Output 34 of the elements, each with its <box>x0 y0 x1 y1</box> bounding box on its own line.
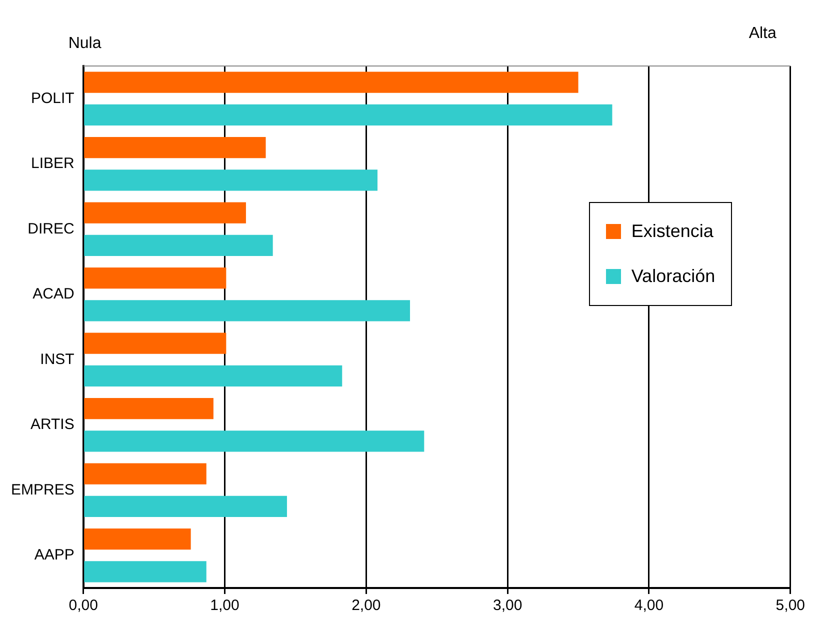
bar <box>84 365 342 387</box>
bar <box>84 463 206 484</box>
x-tick-label: 1,00 <box>210 597 240 614</box>
x-tick-label: 2,00 <box>352 597 381 614</box>
x-tick-label: 0,00 <box>68 597 98 614</box>
x-tick-label: 3,00 <box>492 597 522 614</box>
bar <box>84 104 612 126</box>
bar <box>84 561 206 582</box>
bar <box>84 300 410 322</box>
bar <box>84 72 578 93</box>
bar <box>84 430 424 452</box>
bar <box>84 496 287 518</box>
text: Nula <box>68 35 102 52</box>
bar <box>84 332 226 354</box>
text: Alta <box>748 25 776 42</box>
bar <box>84 136 266 158</box>
y-tick-label: INST <box>40 350 74 368</box>
bar <box>84 267 226 289</box>
y-tick-label: ARTIS <box>30 416 74 434</box>
y-tick-label: DIREC <box>28 220 75 238</box>
x-tick-label: 4,00 <box>634 597 664 614</box>
x-tick-label: 5,00 <box>776 597 806 614</box>
y-tick-label: AAPP <box>34 546 74 564</box>
legend-label: Valoración <box>631 266 716 287</box>
y-tick-label: LIBER <box>30 155 75 172</box>
y-tick-label: POLIT <box>30 90 74 107</box>
y-tick-label: EMPRES <box>10 481 74 498</box>
bar <box>84 170 378 191</box>
bar <box>84 202 246 224</box>
legend-label: Existencia <box>631 221 714 242</box>
y-tick-label: ACAD <box>32 286 74 303</box>
bar <box>84 528 191 550</box>
bar <box>84 398 214 420</box>
bar <box>84 234 273 256</box>
